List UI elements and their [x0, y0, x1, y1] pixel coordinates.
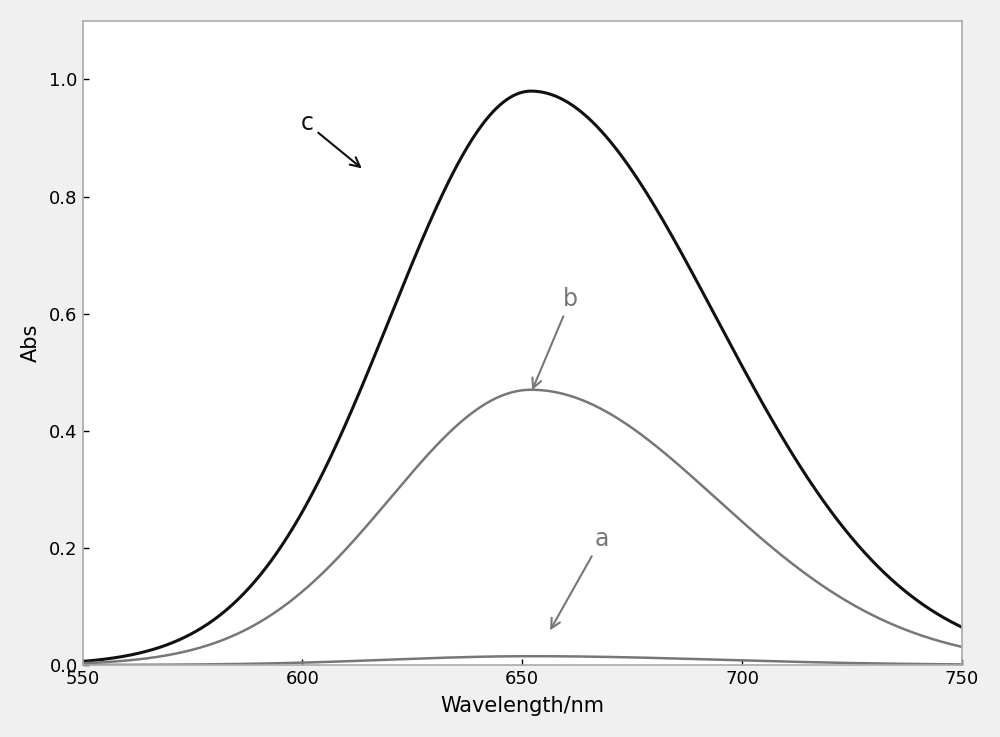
Text: b: b: [532, 287, 578, 388]
Text: c: c: [300, 111, 360, 167]
Y-axis label: Abs: Abs: [21, 324, 41, 362]
X-axis label: Wavelength/nm: Wavelength/nm: [440, 696, 604, 716]
Text: a: a: [551, 527, 609, 629]
